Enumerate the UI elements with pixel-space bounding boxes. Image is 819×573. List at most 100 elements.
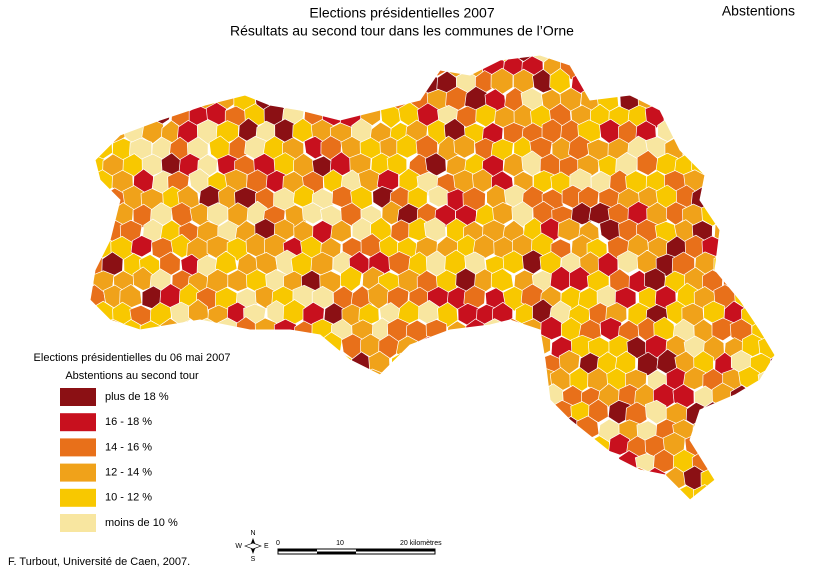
commune: [397, 367, 419, 394]
commune: [264, 400, 286, 426]
commune: [304, 71, 325, 94]
commune: [359, 71, 382, 98]
commune: [435, 431, 458, 457]
commune: [607, 498, 630, 500]
commune: [542, 451, 564, 477]
commune: [243, 433, 266, 459]
commune: [476, 497, 498, 500]
legend-title: Elections présidentielles du 06 mai 2007: [34, 352, 231, 364]
commune: [358, 502, 380, 525]
commune: [257, 418, 279, 443]
commune: [417, 497, 442, 500]
commune: [778, 368, 800, 392]
commune: [777, 104, 799, 129]
commune: [428, 185, 451, 208]
commune: [761, 304, 775, 328]
commune: [264, 366, 287, 389]
commune: [91, 134, 113, 160]
commune: [504, 354, 527, 378]
commune: [187, 399, 209, 427]
commune: [551, 497, 575, 500]
commune: [189, 68, 212, 94]
commune: [285, 434, 307, 459]
commune: [742, 502, 763, 527]
commune: [236, 484, 258, 500]
commune: [225, 467, 250, 494]
commune: [490, 268, 514, 292]
commune: [90, 205, 96, 229]
commune: [681, 55, 705, 61]
commune: [209, 502, 230, 525]
commune: [589, 55, 611, 64]
commune: [272, 55, 296, 79]
commune: [91, 71, 114, 98]
commune: [730, 55, 752, 79]
commune: [453, 368, 475, 393]
commune: [723, 71, 746, 97]
legend-swatch: [60, 514, 96, 532]
commune: [408, 383, 431, 409]
commune: [532, 435, 554, 461]
commune: [139, 320, 162, 346]
commune: [351, 382, 373, 409]
commune: [722, 55, 745, 63]
commune: [503, 416, 526, 439]
commune: [281, 69, 304, 94]
commune: [739, 136, 761, 161]
commune: [426, 416, 448, 441]
commune: [749, 184, 772, 210]
commune: [205, 73, 230, 95]
commune: [322, 68, 345, 93]
communes: [90, 55, 810, 527]
commune: [332, 56, 356, 81]
commune: [380, 55, 404, 65]
commune: [216, 417, 239, 444]
commune: [244, 337, 267, 361]
commune: [522, 385, 543, 410]
commune: [372, 450, 394, 476]
commune: [167, 435, 191, 461]
commune: [434, 497, 458, 500]
commune: [723, 103, 746, 129]
commune: [484, 386, 507, 411]
commune: [711, 88, 734, 115]
commune: [417, 55, 441, 62]
commune: [443, 482, 467, 500]
commune: [568, 55, 590, 63]
commune: [628, 55, 650, 63]
commune: [445, 450, 469, 475]
commune: [341, 55, 364, 63]
commune: [465, 480, 489, 500]
commune: [228, 55, 251, 62]
commune: [685, 70, 708, 95]
commune: [196, 450, 219, 478]
commune: [150, 401, 173, 426]
commune: [513, 401, 536, 426]
commune: [446, 351, 470, 373]
commune: [741, 71, 763, 97]
commune: [742, 55, 764, 60]
commune: [90, 299, 96, 325]
commune: [529, 334, 551, 357]
commune: [453, 434, 477, 461]
commune: [244, 400, 269, 426]
commune: [789, 416, 810, 441]
commune: [219, 451, 241, 477]
commune: [303, 55, 327, 62]
commune: [644, 501, 667, 527]
commune: [789, 255, 810, 277]
commune: [361, 368, 384, 393]
commune: [464, 451, 488, 475]
commune: [371, 416, 392, 443]
commune: [205, 366, 228, 390]
commune: [370, 55, 393, 81]
commune: [207, 465, 230, 489]
title: Elections présidentielles 2007: [309, 5, 494, 21]
commune: [710, 418, 733, 443]
commune: [557, 218, 581, 242]
commune: [90, 86, 103, 113]
commune: [189, 503, 210, 526]
commune: [589, 465, 612, 491]
commune: [531, 402, 554, 427]
commune: [693, 88, 716, 113]
